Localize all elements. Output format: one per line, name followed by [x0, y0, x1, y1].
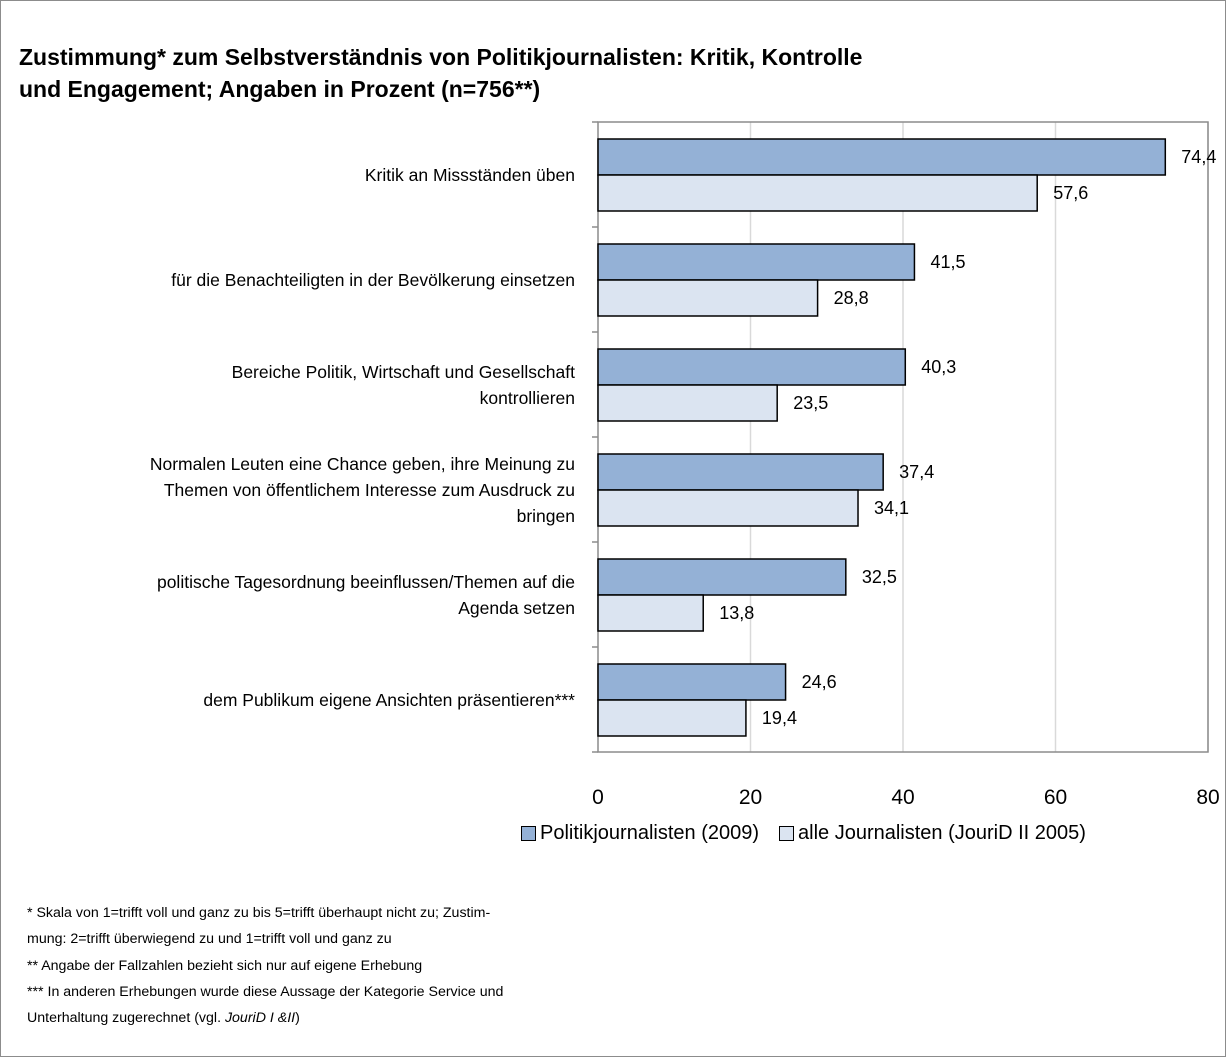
legend-swatch-series-2	[779, 825, 795, 841]
data-label-series-2-cat-2: 28,8	[834, 288, 869, 308]
bar-series-2-cat-4	[597, 489, 859, 527]
footnote-line-5-suffix: )	[295, 1010, 300, 1027]
data-label-series-1-cat-1: 74,4	[1181, 147, 1216, 167]
bar-series-1-cat-1	[597, 138, 1167, 176]
legend: Politikjournalisten (2009) alle Journali…	[521, 819, 1106, 847]
data-label-series-2-cat-4: 34,1	[874, 498, 909, 518]
bar-series-1-cat-2	[597, 243, 916, 281]
legend-label-series-2: alle Journalisten (JouriD II 2005)	[798, 822, 1086, 844]
bar-series-1-cat-3	[597, 348, 907, 386]
category-label-2: für die Benachteiligten in der Bevölkeru…	[171, 269, 575, 290]
bar-series-2-cat-5	[597, 594, 704, 632]
x-tick-label-80: 80	[1196, 786, 1219, 809]
footnote-line-5-italic: JouriD I &II	[224, 1010, 296, 1027]
data-label-series-1-cat-4: 37,4	[899, 462, 934, 482]
footnote-line-1: * Skala von 1=trifft voll und ganz zu bi…	[27, 905, 491, 921]
legend-item-series-1: Politikjournalisten (2009)	[521, 819, 759, 847]
bar-series-1-cat-5	[597, 558, 847, 596]
legend-item-series-2: alle Journalisten (JouriD II 2005)	[779, 819, 1086, 847]
chart-title-line-1: Zustimmung* zum Selbstverständnis von Po…	[19, 44, 863, 70]
x-tick-label-0: 0	[592, 786, 604, 809]
x-tick-label-40: 40	[891, 786, 914, 809]
legend-swatch-series-1	[521, 825, 536, 841]
data-label-series-2-cat-6: 19,4	[762, 708, 797, 728]
category-label-1: Kritik an Missständen üben	[364, 164, 575, 185]
bar-series-1-cat-4	[597, 453, 884, 491]
bar-series-2-cat-1	[597, 174, 1038, 212]
data-label-series-2-cat-5: 13,8	[719, 603, 754, 623]
footnote-line-4: *** In anderen Erhebungen wurde diese Au…	[27, 983, 504, 1000]
category-label-3: Bereiche Politik, Wirtschaft und Gesells…	[231, 361, 575, 408]
x-tick-label-60: 60	[1044, 786, 1067, 809]
bar-series-2-cat-2	[597, 279, 819, 317]
chart-title: Zustimmung* zum Selbstverständnis von Po…	[19, 41, 1019, 105]
data-label-series-1-cat-2: 41,5	[930, 252, 965, 272]
footnote-line-5-prefix: Unterhaltung zugerechnet (vgl.	[27, 1010, 225, 1027]
bar-series-1-cat-6	[597, 663, 787, 701]
data-label-series-2-cat-1: 57,6	[1053, 183, 1088, 203]
x-tick-label-20: 20	[739, 786, 762, 809]
footnote-line-3: ** Angabe der Fallzahlen bezieht sich nu…	[27, 957, 423, 974]
data-label-series-1-cat-3: 40,3	[921, 357, 956, 377]
footnote-line-5: Unterhaltung zugerechnet (vgl. JouriD I …	[27, 1005, 727, 1031]
category-label-4: Normalen Leuten eine Chance geben, ihre …	[149, 453, 575, 526]
footnote-line-2: mung: 2=trifft überwiegend zu und 1=trif…	[27, 931, 392, 948]
data-label-series-2-cat-3: 23,5	[793, 393, 828, 413]
data-label-series-1-cat-6: 24,6	[802, 672, 837, 692]
data-label-series-1-cat-5: 32,5	[862, 567, 897, 587]
bar-series-2-cat-3	[597, 384, 778, 422]
legend-label-series-1: Politikjournalisten (2009)	[540, 822, 760, 844]
category-label-6: dem Publikum eigene Ansichten präsentier…	[203, 689, 575, 710]
bar-series-2-cat-6	[597, 699, 747, 737]
category-label-5: politische Tagesordnung beeinflussen/The…	[156, 571, 575, 618]
footnotes: * Skala von 1=trifft voll und ganz zu bi…	[27, 900, 727, 1031]
chart-title-line-2: und Engagement; Angaben in Prozent (n=75…	[19, 76, 541, 102]
